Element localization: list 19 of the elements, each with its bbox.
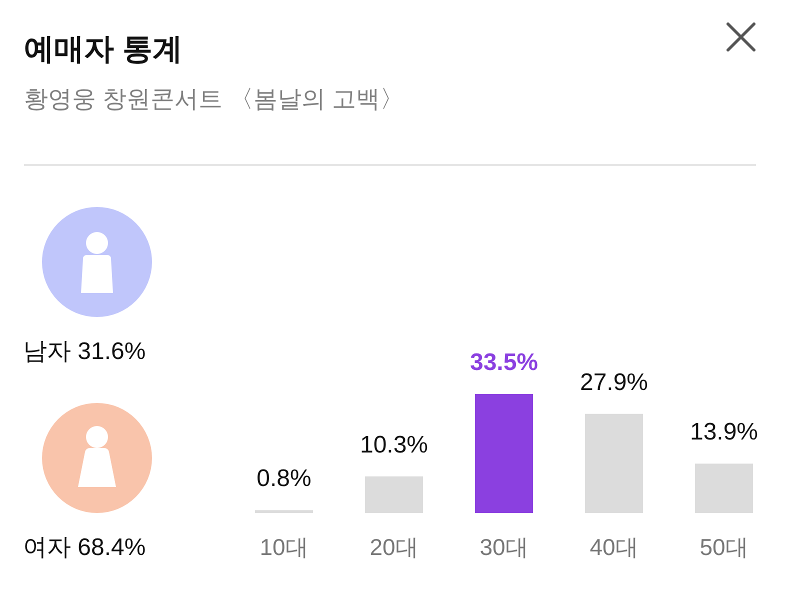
x-tick-label: 30대: [480, 534, 528, 560]
data-label: 33.5%: [470, 349, 538, 376]
x-tick-label: 40대: [590, 534, 638, 560]
x-tick-label: 10대: [260, 534, 308, 560]
text: 남자 31.6%: [23, 338, 146, 365]
chart-subtitle: 황영웅 창원콘서트 〈봄날의 고백〉: [24, 86, 404, 113]
data-label: 0.8%: [256, 465, 312, 492]
bar: [585, 414, 643, 513]
data-label: 13.9%: [690, 418, 758, 446]
data-label: 27.9%: [580, 368, 648, 396]
x-tick-label: 50대: [700, 534, 748, 560]
text: 여자 68.4%: [23, 534, 146, 561]
data-label: 10.3%: [360, 431, 428, 458]
bar: [475, 394, 533, 513]
bar: [255, 510, 313, 513]
chart-title: 예매자 통계: [24, 33, 182, 66]
bar: [695, 464, 753, 513]
bar: [365, 476, 423, 513]
x-tick-label: 20대: [370, 534, 418, 560]
